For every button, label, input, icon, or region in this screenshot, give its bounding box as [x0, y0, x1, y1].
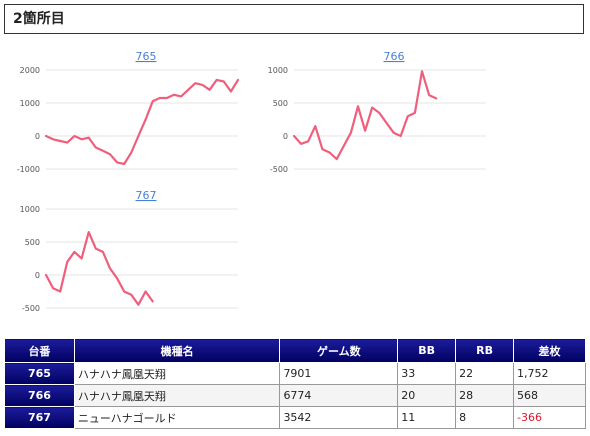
row-games: 6774: [279, 384, 399, 407]
chart-766-svg: 766 1000 500 0 -500: [268, 50, 486, 174]
row-bb: 33: [397, 362, 457, 385]
y-tick-label: 1000: [268, 66, 288, 75]
series-line: [292, 70, 438, 161]
row-games: 7901: [279, 362, 399, 385]
chart-title-link[interactable]: 765: [136, 50, 157, 63]
y-tick-label: 0: [283, 132, 288, 141]
row-number: 766: [4, 384, 75, 407]
header-model: 機種名: [73, 338, 281, 363]
chart-765: 765 2000 1000 0 -1000: [14, 48, 254, 178]
y-tick-label: 1000: [20, 99, 40, 108]
header-rb: RB: [455, 338, 515, 363]
row-diff: 1,752: [513, 362, 586, 385]
y-tick-label: -500: [22, 304, 40, 313]
chart-title-link[interactable]: 767: [136, 189, 157, 202]
header-diff: 差枚: [513, 338, 586, 363]
row-games: 3542: [279, 406, 399, 429]
header-number: 台番: [4, 338, 75, 363]
row-number: 767: [4, 406, 75, 429]
row-number: 765: [4, 362, 75, 385]
table-row: 767 ニューハナゴールド 3542 11 8 -366: [4, 406, 586, 429]
row-rb: 8: [455, 406, 515, 429]
y-tick-label: 0: [35, 132, 40, 141]
header-bb: BB: [397, 338, 457, 363]
row-rb: 28: [455, 384, 515, 407]
machine-table: 台番 機種名 ゲーム数 BB RB 差枚 765 ハナハナ鳳凰天翔 7901 3…: [4, 338, 586, 429]
y-tick-label: 0: [35, 271, 40, 280]
chart-765-svg: 765 2000 1000 0 -1000: [17, 50, 240, 174]
y-tick-label: -500: [270, 165, 288, 174]
y-tick-label: 1000: [20, 205, 40, 214]
series-line: [44, 230, 154, 306]
row-model: ニューハナゴールド: [73, 406, 281, 429]
table-header-row: 台番 機種名 ゲーム数 BB RB 差枚: [4, 338, 586, 363]
y-tick-label: 2000: [20, 66, 40, 75]
section-title: 2箇所目: [4, 4, 584, 34]
y-tick-label: -1000: [17, 165, 40, 174]
series-line: [44, 78, 240, 166]
chart-767: 767 1000 500 0 -500: [14, 187, 254, 317]
y-tick-label: 500: [25, 238, 40, 247]
table-row: 766 ハナハナ鳳凰天翔 6774 20 28 568: [4, 384, 586, 407]
row-model: ハナハナ鳳凰天翔: [73, 384, 281, 407]
y-tick-label: 500: [273, 99, 288, 108]
header-games: ゲーム数: [279, 338, 399, 363]
chart-766: 766 1000 500 0 -500: [262, 48, 502, 178]
table-row: 765 ハナハナ鳳凰天翔 7901 33 22 1,752: [4, 362, 586, 385]
row-model: ハナハナ鳳凰天翔: [73, 362, 281, 385]
row-diff: -366: [513, 406, 586, 429]
row-diff: 568: [513, 384, 586, 407]
chart-title-link[interactable]: 766: [384, 50, 405, 63]
chart-767-svg: 767 1000 500 0 -500: [20, 189, 238, 313]
row-bb: 11: [397, 406, 457, 429]
row-rb: 22: [455, 362, 515, 385]
row-bb: 20: [397, 384, 457, 407]
